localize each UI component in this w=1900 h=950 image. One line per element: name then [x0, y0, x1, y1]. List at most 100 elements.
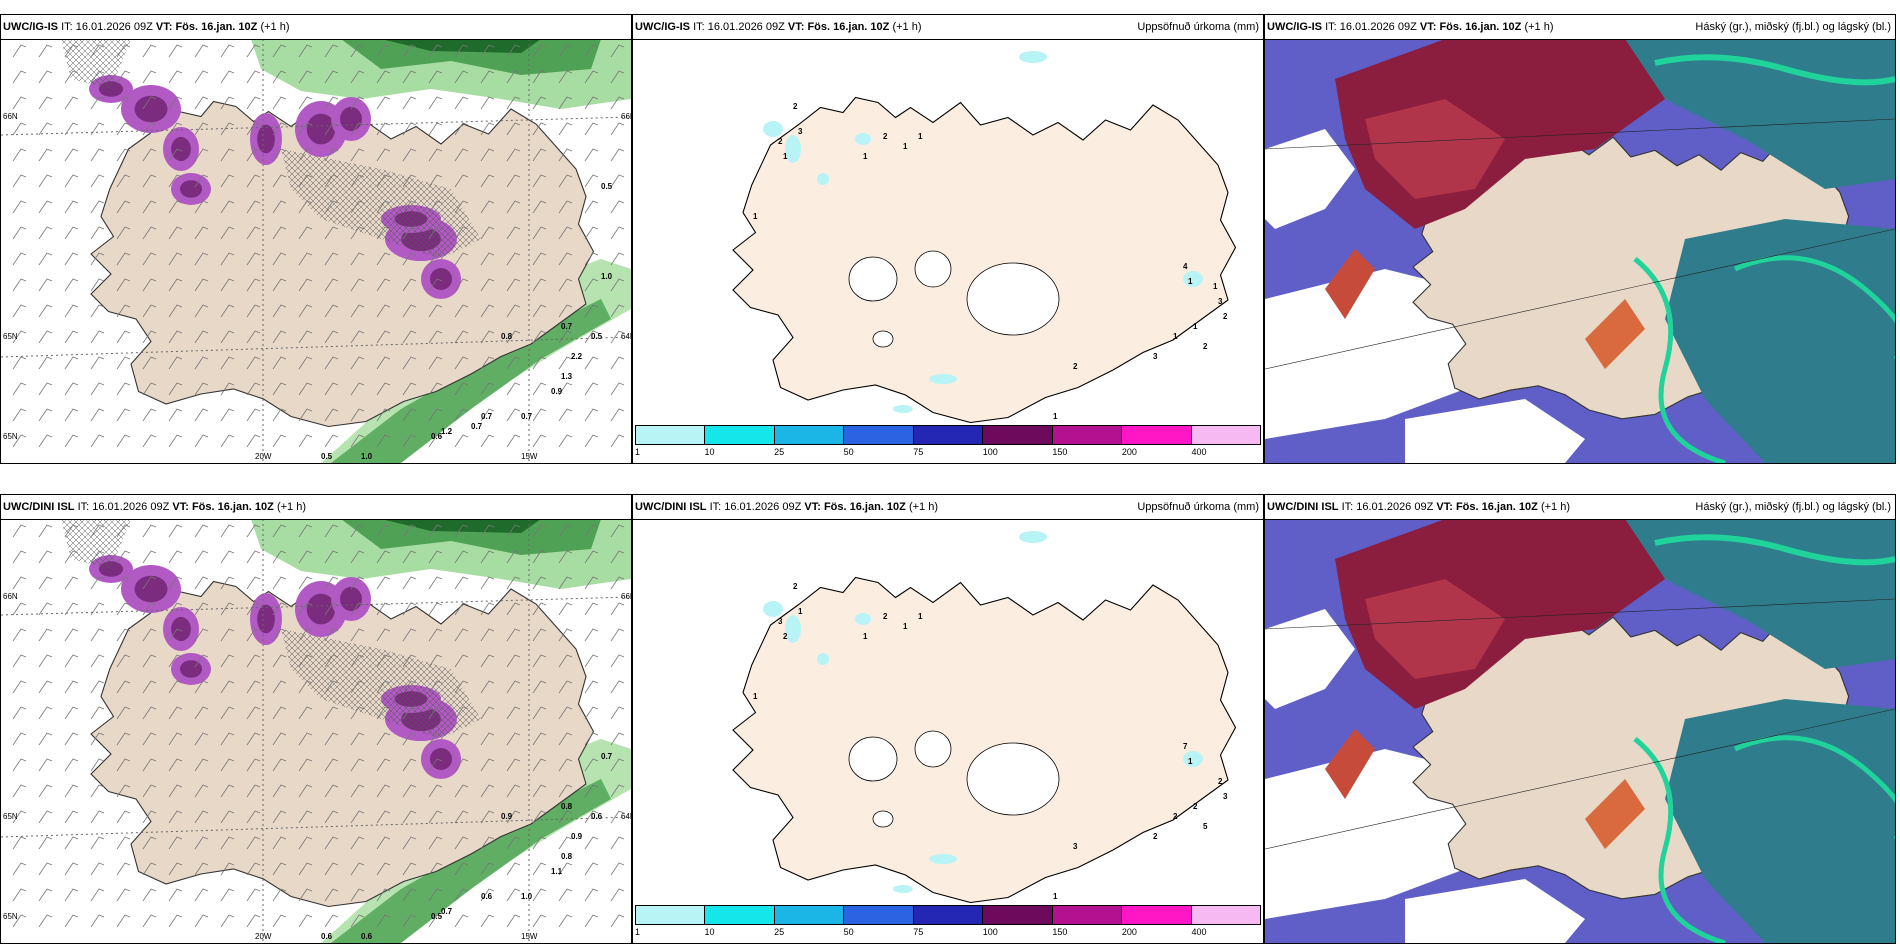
lead-time: (+1 h) [892, 21, 922, 33]
wind-barb [402, 252, 417, 266]
wind-barb [324, 434, 339, 448]
wind-barb [116, 252, 131, 266]
wind-barb [506, 602, 521, 616]
wind-barb [194, 44, 209, 58]
wind-barb [350, 680, 365, 694]
wind-barb [584, 550, 599, 564]
lon-label: 15W [521, 932, 538, 941]
vt-label: VT: [787, 21, 805, 33]
wind-barb [532, 810, 547, 824]
wind-barb [454, 408, 469, 422]
wind-barb [428, 252, 443, 266]
wind-barb [12, 382, 27, 396]
wind-barb [246, 44, 261, 58]
wind-barb [194, 382, 209, 396]
wind-barb [246, 680, 261, 694]
wind-barb [12, 96, 27, 110]
row2-right-panel: UWC/DINI ISL IT: 16.01.2026 09Z VT: Fös.… [1264, 494, 1896, 944]
wind-barb [376, 330, 391, 344]
precip-patch [785, 135, 801, 163]
wind-barb [480, 628, 495, 642]
wind-barb [64, 226, 79, 240]
row1-right-header: UWC/IG-IS IT: 16.01.2026 09Z VT: Fös. 16… [1265, 15, 1895, 40]
wind-barb [12, 888, 27, 902]
wind-barb [246, 862, 261, 876]
wind-barb [454, 524, 469, 538]
wind-barb [90, 356, 105, 370]
wind-barb [246, 304, 261, 318]
wind-barb [454, 862, 469, 876]
wind-barb [558, 174, 573, 188]
wind-barb [194, 278, 209, 292]
accum-value: 3 [1033, 902, 1038, 903]
wind-barb [610, 836, 625, 850]
row2-center-panel: UWC/DINI ISL IT: 16.01.2026 09Z VT: Fös.… [632, 494, 1264, 944]
wind-barb [246, 148, 261, 162]
wind-barb [220, 304, 235, 318]
glacier [914, 730, 952, 768]
precip-value: 0.8 [561, 802, 573, 811]
wind-barb [38, 862, 53, 876]
wind-barb [324, 628, 339, 642]
wind-barb [12, 174, 27, 188]
high-cloud [1325, 729, 1375, 799]
wind-barb [610, 304, 625, 318]
wind-barb [480, 550, 495, 564]
wind-barb [298, 784, 313, 798]
wind-barb [350, 96, 365, 110]
wind-barb [480, 382, 495, 396]
wind-barb [376, 96, 391, 110]
precip-value: 0.8 [501, 332, 513, 341]
wind-barb [428, 434, 443, 448]
wind-barb [480, 96, 495, 110]
wind-barb [246, 732, 261, 746]
wind-barb [324, 680, 339, 694]
precip-value: 0.5 [591, 332, 603, 341]
wind-barb [90, 550, 105, 564]
wind-barb [454, 810, 469, 824]
wind-barb [402, 278, 417, 292]
row2-left-header: UWC/DINI ISL IT: 16.01.2026 09Z VT: Fös.… [1, 495, 631, 520]
wind-barb [116, 330, 131, 344]
accum-value: 1 [783, 152, 788, 161]
wind-barb [194, 628, 209, 642]
wind-barb [584, 382, 599, 396]
row1-left-map: 66N 65N 65N 20W 15W 64N 66N 0.5 1.0 0.6 0.7 0.8 0.7 1… [1, 39, 631, 463]
wind-barb [376, 200, 391, 214]
vt-label: VT: [1419, 21, 1437, 33]
wind-barb [506, 836, 521, 850]
wind-barb [558, 226, 573, 240]
accum-value: 3 [1223, 792, 1228, 801]
wind-barb [610, 408, 625, 422]
map-layer [1265, 39, 1895, 463]
wind-barb [480, 914, 495, 928]
wind-barb [532, 680, 547, 694]
wind-barb [168, 654, 183, 668]
wind-barb [350, 706, 365, 720]
wind-barb [272, 382, 287, 396]
wind-barb [402, 356, 417, 370]
wind-barb [558, 888, 573, 902]
wind-barb [480, 602, 495, 616]
snow-area-core [306, 113, 336, 145]
accum-value: 2 [1173, 812, 1178, 821]
accum-value: 1 [798, 607, 803, 616]
wind-barb [194, 330, 209, 344]
accum-value: 2 [883, 132, 888, 141]
wind-barb [324, 810, 339, 824]
wind-barb [428, 524, 443, 538]
wind-barb [610, 810, 625, 824]
wind-barb [64, 70, 79, 84]
wind-barb [428, 200, 443, 214]
wind-barb [90, 226, 105, 240]
snow-area-core [306, 593, 336, 625]
wind-barb [584, 44, 599, 58]
wind-barb [428, 96, 443, 110]
wind-barb [610, 122, 625, 136]
wind-barb [350, 226, 365, 240]
vt-value: Fös. 16.jan. 10Z [191, 501, 274, 513]
wind-barb [194, 408, 209, 422]
wind-barb [454, 888, 469, 902]
glacier [872, 810, 894, 828]
wind-barb [272, 304, 287, 318]
